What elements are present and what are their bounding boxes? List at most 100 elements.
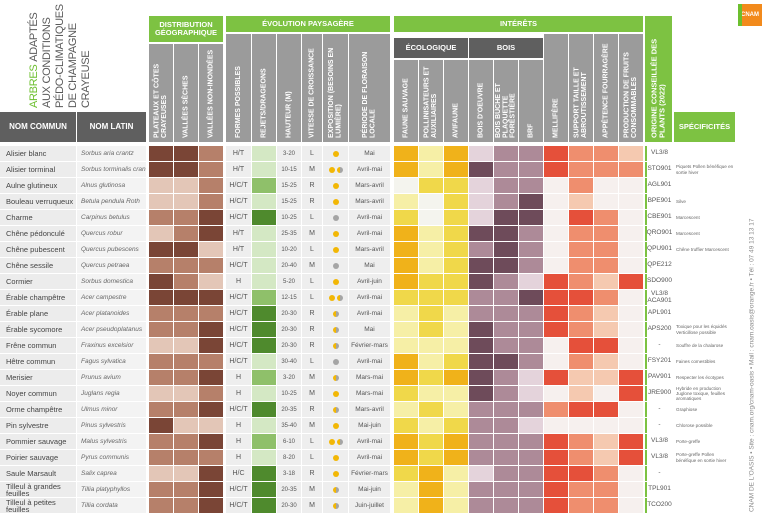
interest-cell: [394, 226, 418, 241]
column-header: NOM COMMUN: [0, 112, 76, 142]
forms-cell: H/C/T: [226, 322, 251, 337]
distribution-cell: [174, 434, 198, 449]
interest-cell: [519, 386, 543, 401]
interest-cell: [619, 258, 643, 273]
interest-cell: [544, 226, 568, 241]
interest-cell: [569, 162, 593, 177]
height-cell: 30-40: [277, 354, 301, 369]
interest-cell: [469, 386, 493, 401]
origin-cell: STO901: [645, 162, 672, 177]
interest-cell: [519, 450, 543, 465]
interest-cell: [469, 402, 493, 417]
common-name: Poirier sauvage: [0, 450, 76, 465]
interest-cell: [569, 258, 593, 273]
exposure-dot: [332, 374, 339, 381]
speed-cell: L: [302, 242, 322, 257]
interest-cell: [394, 290, 418, 305]
interest-cell: [444, 210, 468, 225]
interest-cell: [544, 450, 568, 465]
interest-cell: [569, 210, 593, 225]
origin-cell: QPE212: [645, 258, 672, 273]
interest-cell: [619, 290, 643, 305]
latin-name: Fagus sylvatica: [77, 354, 146, 369]
interest-cell: [519, 210, 543, 225]
interest-cell: [444, 258, 468, 273]
rejets-cell: [252, 146, 276, 161]
interest-cell: [394, 194, 418, 209]
interest-cell: [594, 226, 618, 241]
latin-name: Quercus petraea: [77, 258, 146, 273]
flowering-cell: Avril-mai: [349, 210, 390, 225]
interest-cell: [619, 178, 643, 193]
interest-cell: [594, 322, 618, 337]
interest-cell: [619, 226, 643, 241]
distribution-cell: [149, 450, 173, 465]
interest-cell: [469, 466, 493, 481]
origin-cell: -: [645, 338, 672, 353]
interest-cell: [519, 370, 543, 385]
speed-cell: L: [302, 354, 322, 369]
interest-cell: [594, 194, 618, 209]
height-cell: 10-20: [277, 242, 301, 257]
exposure-dot: [332, 278, 339, 285]
interest-cell: [494, 194, 518, 209]
interest-cell: [619, 194, 643, 209]
height-cell: 20-30: [277, 498, 301, 513]
speed-cell: R: [302, 338, 322, 353]
interest-cell: [469, 434, 493, 449]
distribution-cell: [199, 258, 223, 273]
column-header: PLATEAUX ET CÔTES CRAYEUSES: [149, 44, 173, 142]
exposure-cell: [323, 290, 348, 305]
distribution-cell: [149, 322, 173, 337]
interest-cell: [619, 386, 643, 401]
interest-cell: [569, 450, 593, 465]
exposure-dot: [328, 294, 335, 301]
title-highlight: ARBRES: [28, 64, 40, 108]
specificity-cell: Respecter les écotypes: [674, 370, 735, 385]
forms-cell: H/C/T: [226, 402, 251, 417]
interest-cell: [544, 466, 568, 481]
origin-cell: QPU901: [645, 242, 672, 257]
interest-cell: [594, 338, 618, 353]
interest-cell: [444, 162, 468, 177]
interest-cell: [494, 402, 518, 417]
exposure-dot: [332, 486, 339, 493]
interest-cell: [469, 306, 493, 321]
origin-cell: VL3/8 ACA901: [645, 290, 672, 305]
interest-cell: [544, 418, 568, 433]
interest-cell: [419, 498, 443, 513]
flowering-cell: Avril-mai: [349, 354, 390, 369]
interest-cell: [619, 146, 643, 161]
interest-cell: [619, 370, 643, 385]
rejets-cell: [252, 386, 276, 401]
group-header: INTÉRÊTS: [394, 16, 643, 32]
interest-cell: [569, 498, 593, 513]
interest-cell: [544, 322, 568, 337]
common-name: Pommier sauvage: [0, 434, 76, 449]
interest-cell: [594, 434, 618, 449]
interest-cell: [519, 162, 543, 177]
group-header: BOIS: [469, 38, 543, 58]
common-name: Tilleul à petites feuilles: [0, 498, 76, 513]
interest-cell: [394, 146, 418, 161]
interest-cell: [494, 450, 518, 465]
distribution-cell: [199, 178, 223, 193]
specificity-cell: Toxique pour les équidés Verticillose po…: [674, 322, 735, 337]
title-line: ADAPTÉS: [28, 12, 40, 62]
height-cell: 10-25: [277, 210, 301, 225]
height-cell: 15-25: [277, 194, 301, 209]
common-name: Érable sycomore: [0, 322, 76, 337]
interest-cell: [494, 434, 518, 449]
interest-cell: [444, 450, 468, 465]
interest-cell: [494, 338, 518, 353]
flowering-cell: Mai: [349, 146, 390, 161]
interest-cell: [569, 290, 593, 305]
forms-cell: H: [226, 386, 251, 401]
interest-cell: [469, 178, 493, 193]
title-line: AUX CONDITIONS: [41, 17, 53, 108]
speed-cell: L: [302, 210, 322, 225]
speed-cell: R: [302, 322, 322, 337]
interest-cell: [594, 242, 618, 257]
interest-cell: [569, 434, 593, 449]
rejets-cell: [252, 274, 276, 289]
